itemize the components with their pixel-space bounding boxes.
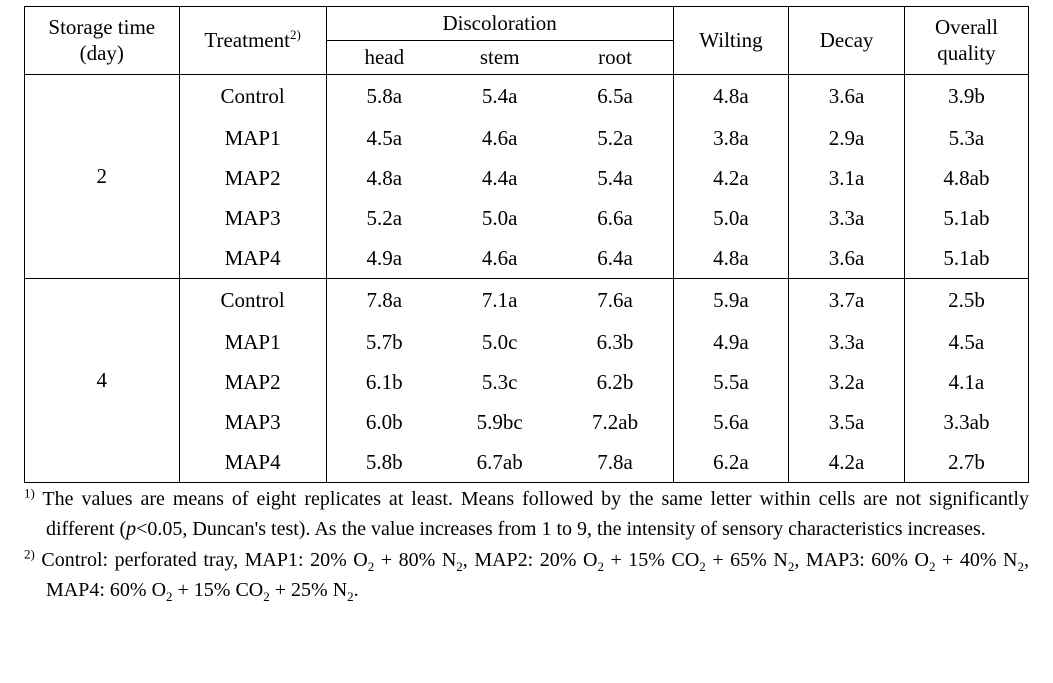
cell-discol-stem: 5.0a	[442, 199, 558, 239]
cell-discol-stem: 5.0c	[442, 323, 558, 363]
cell-wilting: 5.5a	[673, 363, 789, 403]
cell-discol-root: 6.2b	[557, 363, 673, 403]
cell-discol-stem: 5.9bc	[442, 403, 558, 443]
cell-decay: 3.7a	[789, 279, 905, 323]
cell-wilting: 4.9a	[673, 323, 789, 363]
cell-discol-root: 6.5a	[557, 75, 673, 119]
cell-discol-head: 5.2a	[326, 199, 442, 239]
cell-overall: 5.3a	[904, 119, 1028, 159]
cell-discol-head: 5.8a	[326, 75, 442, 119]
cell-discol-head: 7.8a	[326, 279, 442, 323]
cell-discol-root: 5.4a	[557, 159, 673, 199]
cell-wilting: 5.0a	[673, 199, 789, 239]
cell-discol-root: 7.2ab	[557, 403, 673, 443]
cell-wilting: 3.8a	[673, 119, 789, 159]
cell-overall: 4.8ab	[904, 159, 1028, 199]
cell-storage-time: 4	[25, 279, 180, 483]
cell-overall: 2.7b	[904, 443, 1028, 483]
cell-discol-stem: 4.6a	[442, 239, 558, 279]
col-discol-head: head	[326, 41, 442, 75]
cell-treatment: MAP4	[179, 239, 326, 279]
cell-decay: 3.2a	[789, 363, 905, 403]
cell-treatment: Control	[179, 279, 326, 323]
cell-overall: 3.3ab	[904, 403, 1028, 443]
cell-discol-head: 6.1b	[326, 363, 442, 403]
cell-discol-head: 4.5a	[326, 119, 442, 159]
col-overall-quality: Overallquality	[904, 7, 1028, 75]
col-discol-root: root	[557, 41, 673, 75]
col-treatment: Treatment2)	[179, 7, 326, 75]
col-decay: Decay	[789, 7, 905, 75]
cell-discol-head: 6.0b	[326, 403, 442, 443]
cell-treatment: MAP1	[179, 323, 326, 363]
col-wilting: Wilting	[673, 7, 789, 75]
cell-treatment: MAP3	[179, 403, 326, 443]
cell-treatment: MAP3	[179, 199, 326, 239]
results-table: Storage time(day)Treatment2)Discoloratio…	[24, 6, 1029, 483]
cell-decay: 3.6a	[789, 75, 905, 119]
cell-discol-root: 7.6a	[557, 279, 673, 323]
cell-decay: 3.3a	[789, 199, 905, 239]
col-discol-stem: stem	[442, 41, 558, 75]
cell-discol-root: 6.6a	[557, 199, 673, 239]
cell-discol-head: 5.7b	[326, 323, 442, 363]
col-discoloration: Discoloration	[326, 7, 673, 41]
cell-discol-root: 5.2a	[557, 119, 673, 159]
cell-overall: 5.1ab	[904, 199, 1028, 239]
cell-decay: 4.2a	[789, 443, 905, 483]
cell-wilting: 4.8a	[673, 239, 789, 279]
cell-discol-stem: 6.7ab	[442, 443, 558, 483]
cell-treatment: MAP4	[179, 443, 326, 483]
table-footnotes: 1) The values are means of eight replica…	[24, 485, 1029, 605]
cell-discol-stem: 5.4a	[442, 75, 558, 119]
cell-treatment: Control	[179, 75, 326, 119]
cell-discol-stem: 4.4a	[442, 159, 558, 199]
cell-discol-stem: 5.3c	[442, 363, 558, 403]
cell-discol-head: 4.8a	[326, 159, 442, 199]
cell-wilting: 4.2a	[673, 159, 789, 199]
cell-treatment: MAP2	[179, 363, 326, 403]
cell-decay: 2.9a	[789, 119, 905, 159]
cell-discol-root: 6.4a	[557, 239, 673, 279]
cell-decay: 3.3a	[789, 323, 905, 363]
cell-storage-time: 2	[25, 75, 180, 279]
cell-discol-head: 5.8b	[326, 443, 442, 483]
cell-wilting: 5.9a	[673, 279, 789, 323]
cell-wilting: 5.6a	[673, 403, 789, 443]
cell-treatment: MAP1	[179, 119, 326, 159]
cell-overall: 4.5a	[904, 323, 1028, 363]
footnote-1: 1) The values are means of eight replica…	[24, 485, 1029, 544]
cell-overall: 5.1ab	[904, 239, 1028, 279]
footnote-2: 2) Control: perforated tray, MAP1: 20% O…	[24, 546, 1029, 605]
cell-discol-head: 4.9a	[326, 239, 442, 279]
cell-decay: 3.6a	[789, 239, 905, 279]
cell-overall: 2.5b	[904, 279, 1028, 323]
cell-discol-stem: 4.6a	[442, 119, 558, 159]
cell-discol-stem: 7.1a	[442, 279, 558, 323]
cell-overall: 3.9b	[904, 75, 1028, 119]
cell-wilting: 4.8a	[673, 75, 789, 119]
cell-wilting: 6.2a	[673, 443, 789, 483]
cell-treatment: MAP2	[179, 159, 326, 199]
cell-discol-root: 6.3b	[557, 323, 673, 363]
cell-discol-root: 7.8a	[557, 443, 673, 483]
col-storage-time: Storage time(day)	[25, 7, 180, 75]
cell-decay: 3.5a	[789, 403, 905, 443]
cell-overall: 4.1a	[904, 363, 1028, 403]
cell-decay: 3.1a	[789, 159, 905, 199]
